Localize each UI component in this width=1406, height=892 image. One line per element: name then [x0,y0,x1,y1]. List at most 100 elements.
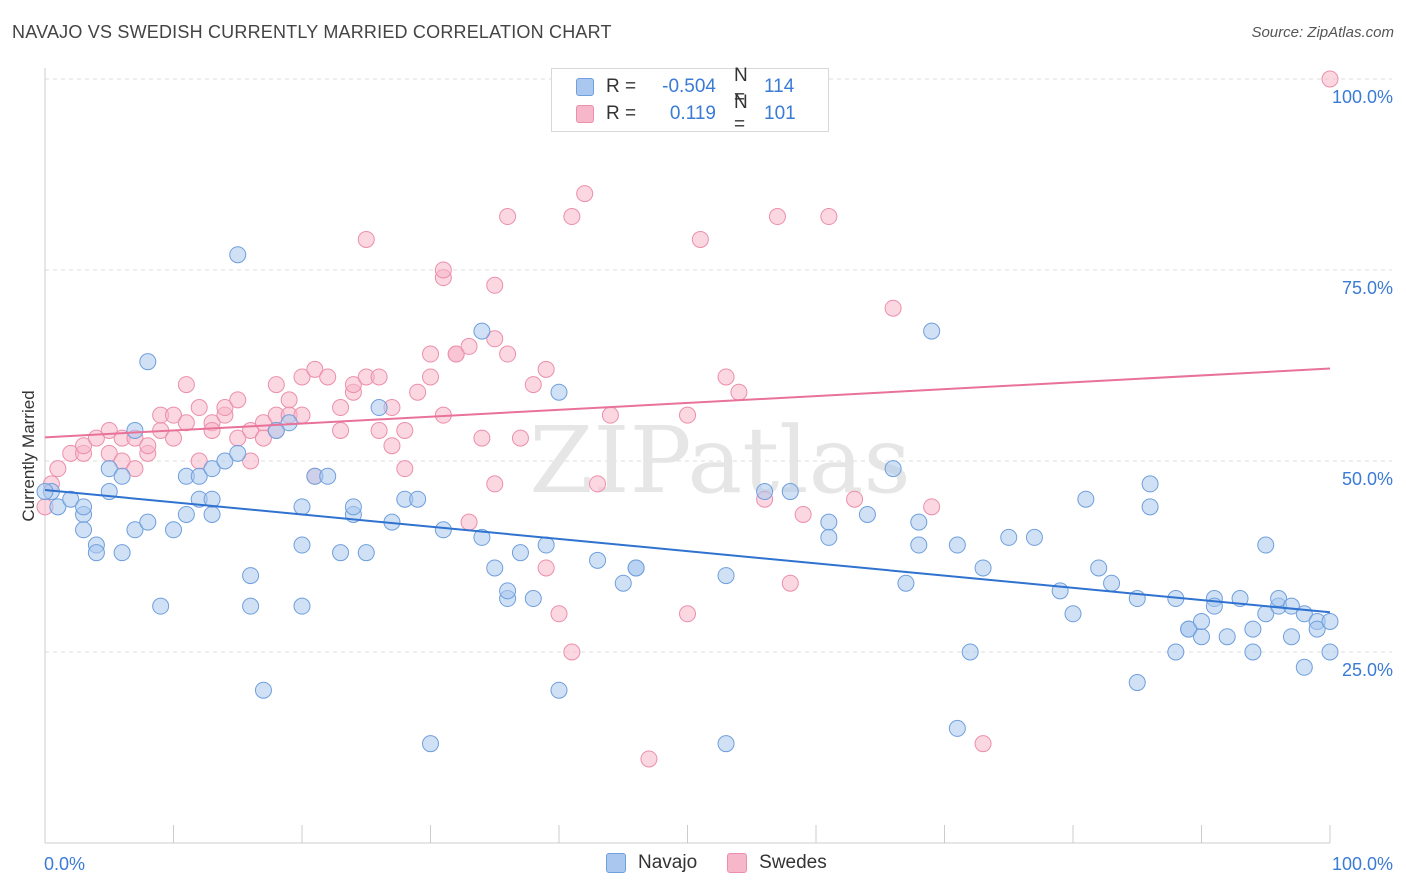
navajo-point [152,597,170,615]
navajo-point [139,513,157,531]
x-tick-label: 100.0% [1332,854,1393,874]
navajo-point [113,467,131,485]
swedes-point [601,406,619,424]
legend-label-swedes: Swedes [759,852,827,873]
navajo-point [589,551,607,569]
navajo-point [1025,528,1043,546]
navajo-point [756,483,774,501]
navajo-point [717,735,735,753]
navajo-point [550,383,568,401]
swedes-point [370,421,388,439]
swedes-point [768,208,786,226]
navajo-point [1103,574,1121,592]
navajo-point [62,490,80,508]
swedes-point [165,406,182,424]
n-label: N = [734,92,748,135]
swedes-point [254,429,272,447]
navajo-point [242,597,260,615]
navajo-point [1282,628,1300,646]
navajo-point [1244,643,1262,661]
swedes-point [923,498,941,516]
navajo-point [344,498,362,516]
navajo-point [974,559,992,577]
navajo-point [473,322,491,340]
swedes-point [49,460,67,478]
navajo-point [486,559,504,577]
swedes-point [75,437,93,455]
legend-item-navajo[interactable]: Navajo [606,852,697,874]
swedes-point [177,414,195,432]
swedes-point [820,208,838,226]
swedes-point [473,429,491,447]
swedes-point [409,383,427,401]
swedes-swatch [576,105,594,123]
swedes-point [717,368,735,386]
navajo-point [126,421,144,439]
navajo-point [126,521,144,539]
navajo-point [229,444,247,462]
navajo-swatch [576,78,594,96]
navajo-point [820,528,838,546]
legend-row-navajo: R = -0.504 N = 114 [576,65,794,108]
swedes-point [794,505,812,523]
swedes-point [563,643,581,661]
navajo-point [1218,628,1236,646]
navajo-point [242,567,260,585]
swedes-point [293,368,311,386]
navajo-point [1064,605,1082,623]
navajo-point [332,544,350,562]
navajo-point [75,521,93,539]
navajo-point [948,719,966,737]
swedes-point [974,735,992,753]
navajo-point [87,544,105,562]
navajo-point [910,513,928,531]
x-tick-label: 0.0% [44,854,85,874]
swedes-point [396,421,414,439]
navajo-point [49,498,67,516]
tick-labels: 25.0% 50.0% 75.0% 100.0% 0.0% 100.0% [44,87,1393,874]
legend-item-swedes[interactable]: Swedes [727,852,827,874]
navajo-point [177,505,195,523]
n-value: 101 [764,103,796,124]
swedes-point [190,399,208,417]
swedes-point [460,513,478,531]
swedes-point [589,475,607,493]
navajo-point [75,498,93,516]
swedes-point [679,605,696,623]
swedes-point [177,376,195,394]
navajo-point [1257,536,1275,554]
navajo-point [203,460,221,478]
swedes-point [679,406,696,424]
swedes-point [216,399,234,417]
swedes-point [229,391,247,409]
navajo-point [820,513,838,531]
navajo-point [293,597,311,615]
swedes-point [1321,70,1339,88]
navajo-point [1244,620,1262,638]
swedes-point [434,261,452,279]
navajo-point [961,643,979,661]
swedes-point [306,360,324,378]
swedes-point [332,399,350,417]
navajo-point [100,460,118,478]
swedes-point [499,208,517,226]
chart-title: NAVAJO VS SWEDISH CURRENTLY MARRIED CORR… [12,22,612,42]
navajo-point [1141,475,1159,493]
navajo-point [948,536,966,554]
swedes-point [422,345,439,363]
navajo-point [1295,658,1313,676]
y-tick-label: 75.0% [1342,278,1393,298]
r-label: R = [606,76,637,97]
r-value: -0.504 [662,76,716,97]
swedes-point [640,750,658,768]
navajo-point [203,505,221,523]
navajo-point [1282,597,1300,615]
swedes-point [422,368,439,386]
swedes-point [691,230,709,248]
stats-legend: R = -0.504 N = 114 R = 0.119 N = 101 [551,65,829,135]
navajo-point [1077,490,1095,508]
navajo-point [280,414,298,432]
navajo-point [370,399,388,417]
swedes-point [203,421,221,439]
